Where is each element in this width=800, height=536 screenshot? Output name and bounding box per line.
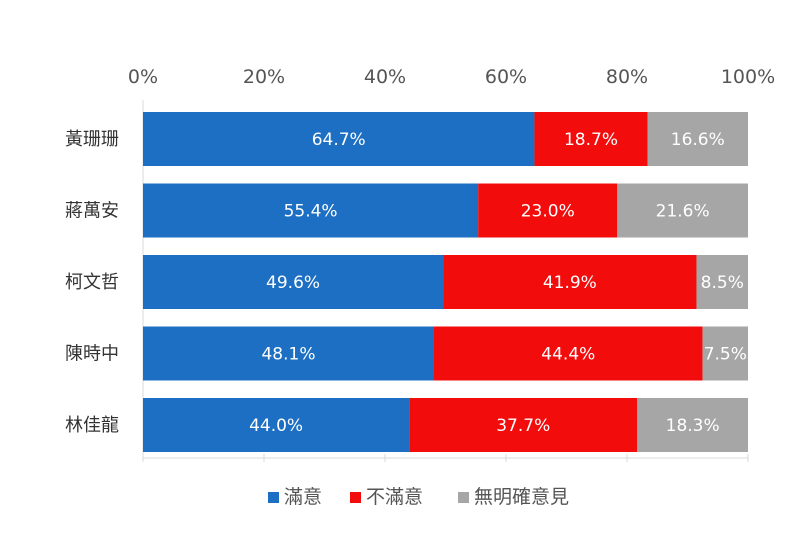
- bar-segment: [443, 255, 697, 309]
- data-label: 41.9%: [543, 273, 597, 293]
- bar-segment: [478, 183, 618, 238]
- bar-segment: [143, 398, 410, 452]
- bar-segment: [143, 183, 479, 238]
- bar-segment: [143, 326, 435, 381]
- legend-label: 無明確意見: [474, 486, 569, 508]
- data-label: 49.6%: [266, 273, 320, 293]
- category-label: 蔣萬安: [65, 201, 119, 222]
- bar-segment: [143, 255, 444, 309]
- category-label: 黃珊珊: [65, 129, 119, 150]
- legend-label: 滿意: [284, 486, 322, 508]
- bar-segment: [409, 398, 638, 452]
- bar-segment: [434, 326, 703, 381]
- legend-swatch: [458, 492, 469, 503]
- legend-swatch: [268, 492, 279, 503]
- x-tick-label: 40%: [364, 66, 406, 88]
- x-tick-label: 0%: [128, 66, 158, 88]
- bar-segment: [702, 326, 748, 381]
- data-label: 21.6%: [656, 202, 710, 222]
- category-label: 陳時中: [65, 344, 119, 365]
- data-label: 7.5%: [704, 345, 747, 365]
- data-label: 44.0%: [249, 416, 303, 436]
- data-label: 55.4%: [284, 202, 338, 222]
- x-tick-label: 100%: [721, 66, 775, 88]
- bars: 64.7% 18.7% 16.6% 55.4% 23.0% 21.6% 49.6% 41.9%…: [143, 112, 748, 452]
- data-label: 18.3%: [666, 416, 720, 436]
- data-label: 8.5%: [701, 273, 744, 293]
- category-label: 林佳龍: [65, 415, 119, 436]
- x-tick-label: 20%: [243, 66, 285, 88]
- data-label: 18.7%: [564, 130, 618, 150]
- data-label: 44.4%: [541, 345, 595, 365]
- legend: 滿意 不滿意 無明確意見: [268, 486, 569, 508]
- bar-segment: [647, 112, 748, 166]
- x-tick-label: 60%: [485, 66, 527, 88]
- bar-segment: [637, 398, 748, 452]
- bar-segment: [696, 255, 748, 309]
- bar-segment: [617, 183, 748, 238]
- x-tick-label: 80%: [606, 66, 648, 88]
- data-label: 48.1%: [261, 345, 315, 365]
- data-label: 64.7%: [312, 130, 366, 150]
- bar-segment: [143, 112, 535, 166]
- legend-swatch: [350, 492, 361, 503]
- data-label: 16.6%: [671, 130, 725, 150]
- data-label: 23.0%: [521, 202, 575, 222]
- category-label: 柯文哲: [65, 272, 119, 293]
- data-label: 37.7%: [496, 416, 550, 436]
- legend-label: 不滿意: [366, 486, 423, 508]
- bar-segment: [534, 112, 648, 166]
